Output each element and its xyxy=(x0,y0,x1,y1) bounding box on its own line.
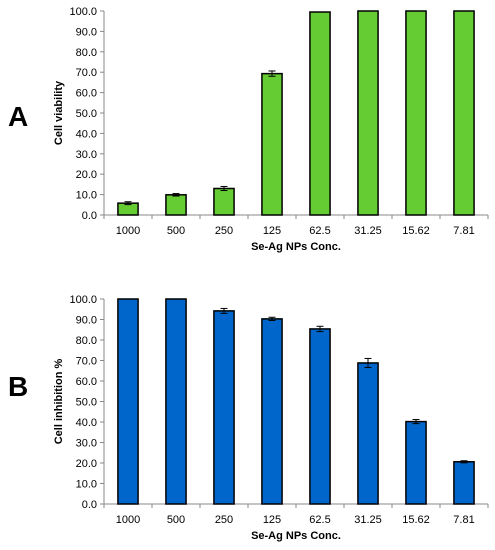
x-tick-label-b: 250 xyxy=(215,514,233,526)
bar-a-2 xyxy=(213,187,235,216)
bar-a-3 xyxy=(261,72,283,216)
x-tick-label-b: 62.5 xyxy=(309,514,330,526)
y-tick-label-b: 60.0 xyxy=(76,376,97,388)
y-tick-label-b: 90.0 xyxy=(76,315,97,327)
bar-a-4 xyxy=(309,11,331,216)
bar-b-7 xyxy=(453,461,475,505)
y-tick-label-b: 70.0 xyxy=(76,356,97,368)
y-tick-label-a: 100.0 xyxy=(69,6,97,18)
y-tick-label-a: 30.0 xyxy=(76,149,97,161)
bar-b-5 xyxy=(357,362,379,505)
y-tick-label-a: 20.0 xyxy=(76,169,97,181)
bar-a-6 xyxy=(405,10,427,216)
y-tick-label-b: 30.0 xyxy=(76,438,97,450)
x-tick-label-a: 7.81 xyxy=(453,225,474,237)
x-tick-label-a: 15.62 xyxy=(402,225,430,237)
x-tick-label-b: 7.81 xyxy=(453,514,474,526)
x-tick-label-a: 500 xyxy=(167,225,185,237)
x-axis-title-a: Se-Ag NPs Conc. xyxy=(251,241,341,253)
x-tick-label-b: 15.62 xyxy=(402,514,430,526)
y-tick-label-a: 50.0 xyxy=(76,108,97,120)
x-tick-label-a: 31.25 xyxy=(354,225,382,237)
y-tick-label-b: 40.0 xyxy=(76,417,97,429)
x-tick-label-b: 500 xyxy=(167,514,185,526)
x-tick-label-b: 1000 xyxy=(116,514,140,526)
x-axis-title-b: Se-Ag NPs Conc. xyxy=(251,530,341,542)
y-tick-label-a: 0.0 xyxy=(82,210,97,222)
y-axis-title-a: Cell viability xyxy=(53,80,65,145)
y-tick-label-a: 80.0 xyxy=(76,47,97,59)
y-axis-title-b: Cell inhibition % xyxy=(53,359,65,445)
x-tick-label-a: 250 xyxy=(215,225,233,237)
y-tick-label-b: 10.0 xyxy=(76,479,97,491)
x-tick-label-b: 125 xyxy=(263,514,281,526)
y-tick-label-b: 20.0 xyxy=(76,458,97,470)
bar-b-6 xyxy=(405,420,427,505)
chart-panel-b: B 0.0 10.0 20.0 30.0 40.0 50.0 60.0 70.0 80.0 90.… xyxy=(8,294,489,542)
plot-area-a: 0.0 10.0 20.0 30.0 40.0 50.0 60.0 70.0 80.0 90.0 1… xyxy=(53,6,489,253)
bar-b-1 xyxy=(165,298,187,505)
bar-b-0 xyxy=(117,298,139,505)
y-tick-label-a: 70.0 xyxy=(76,67,97,79)
x-tick-label-a: 125 xyxy=(263,225,281,237)
x-tick-label-b: 31.25 xyxy=(354,514,382,526)
y-tick-label-b: 100.0 xyxy=(69,294,97,306)
bar-a-1 xyxy=(165,194,187,216)
y-tick-label-a: 60.0 xyxy=(76,88,97,100)
y-tick-label-b: 0.0 xyxy=(82,499,97,511)
plot-area-b: 0.0 10.0 20.0 30.0 40.0 50.0 60.0 70.0 80.0 90.0 1… xyxy=(53,294,489,542)
y-tick-label-a: 90.0 xyxy=(76,26,97,38)
panel-letter-a: A xyxy=(8,101,28,132)
panel-letter-b: B xyxy=(8,371,28,402)
y-tick-label-a: 40.0 xyxy=(76,128,97,140)
y-tick-label-b: 80.0 xyxy=(76,335,97,347)
bar-b-4 xyxy=(309,328,331,505)
x-tick-label-a: 1000 xyxy=(116,225,140,237)
bar-b-2 xyxy=(213,310,235,505)
bar-b-3 xyxy=(261,318,283,505)
chart-panel-a: A 0.0 10.0 20.0 30.0 40.0 50.0 60.0 70.0 80.0 90.… xyxy=(8,6,489,253)
x-tick-label-a: 62.5 xyxy=(309,225,330,237)
bar-a-7 xyxy=(453,10,475,216)
y-tick-label-b: 50.0 xyxy=(76,397,97,409)
y-tick-label-a: 10.0 xyxy=(76,190,97,202)
bar-a-5 xyxy=(357,10,379,216)
